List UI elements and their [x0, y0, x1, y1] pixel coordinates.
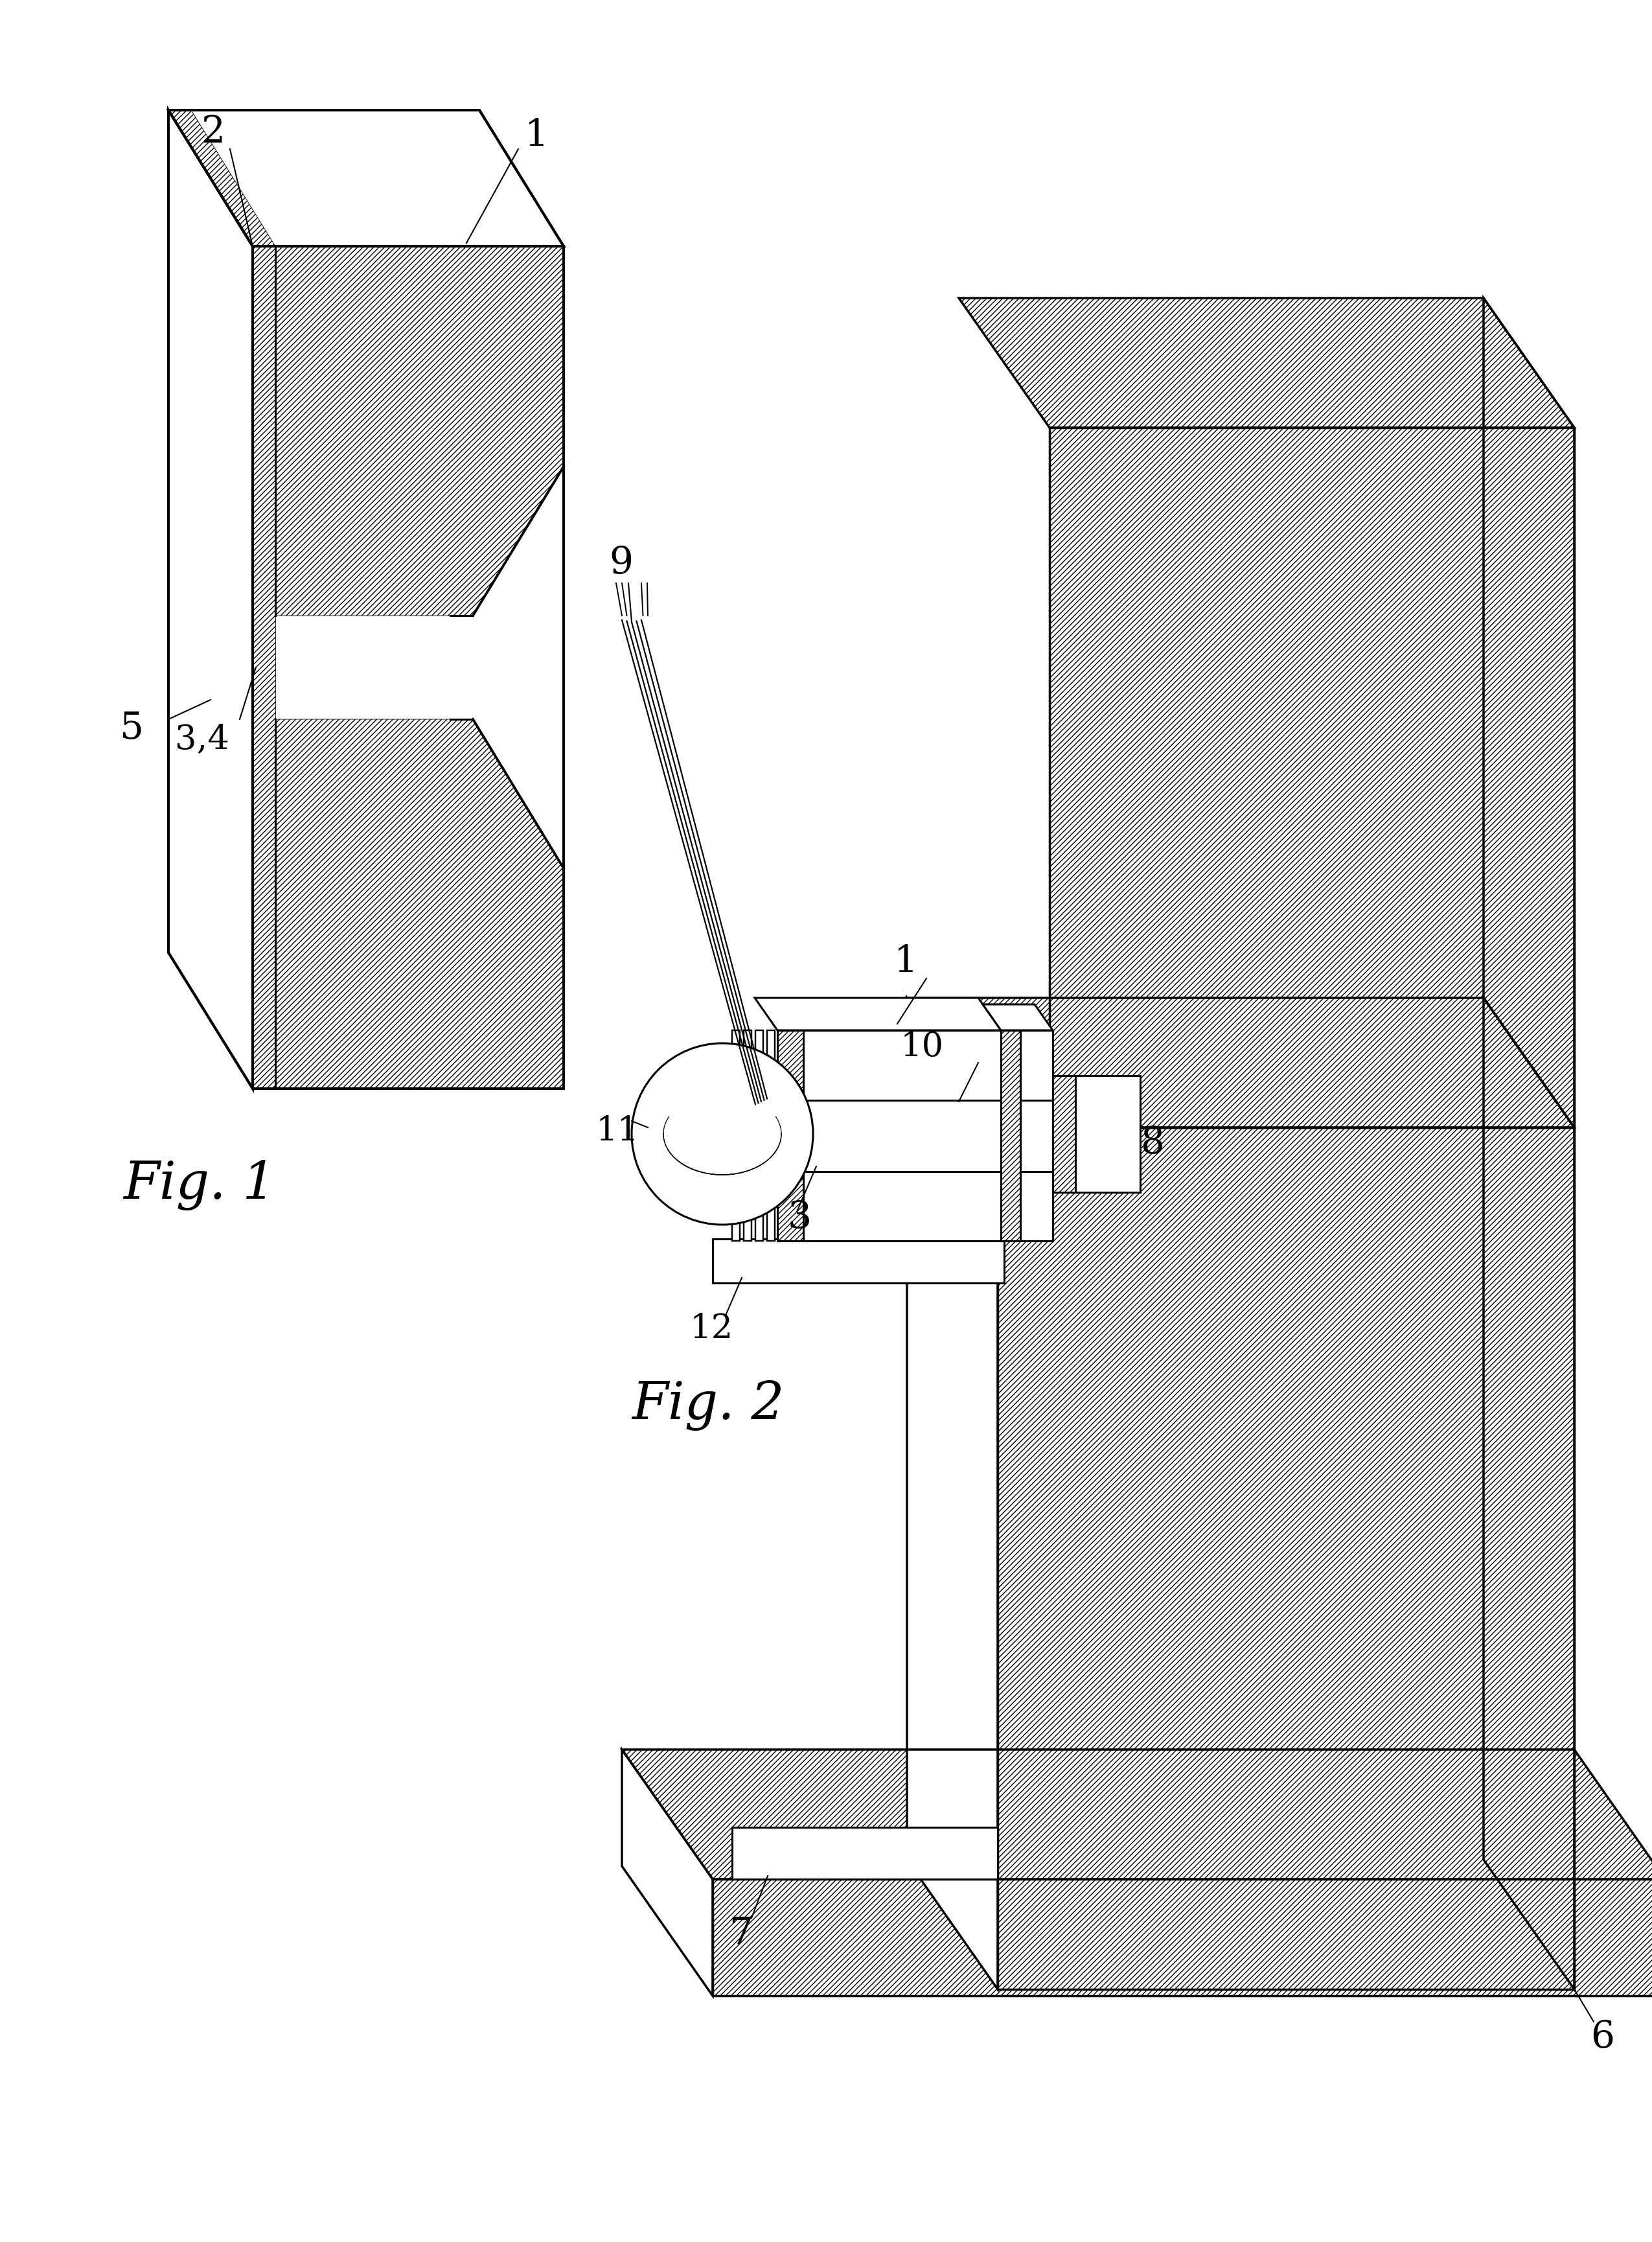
Polygon shape	[253, 247, 276, 1090]
Text: 1: 1	[894, 944, 919, 980]
Polygon shape	[767, 1031, 775, 1240]
Polygon shape	[743, 1031, 752, 1240]
Polygon shape	[755, 998, 1001, 1031]
Polygon shape	[253, 720, 563, 1090]
Circle shape	[631, 1043, 813, 1224]
Polygon shape	[1049, 428, 1574, 1128]
Polygon shape	[958, 298, 1574, 428]
Text: 6: 6	[1591, 2020, 1614, 2056]
Polygon shape	[1483, 998, 1574, 1989]
Text: 7: 7	[729, 1915, 753, 1953]
Polygon shape	[778, 1031, 803, 1240]
Text: 11: 11	[596, 1114, 639, 1148]
Polygon shape	[907, 998, 1574, 1128]
Polygon shape	[755, 1031, 763, 1240]
Text: Fig. 2: Fig. 2	[631, 1381, 785, 1430]
Text: 3,4: 3,4	[175, 722, 230, 756]
Polygon shape	[1483, 298, 1574, 1128]
Polygon shape	[169, 110, 563, 247]
Polygon shape	[1001, 1031, 1021, 1240]
Text: 8: 8	[1140, 1125, 1165, 1161]
Polygon shape	[253, 247, 563, 617]
Polygon shape	[712, 1879, 1652, 1995]
Text: 5: 5	[121, 711, 144, 747]
Text: 3: 3	[786, 1199, 811, 1235]
Polygon shape	[998, 1128, 1574, 1989]
Text: 10: 10	[900, 1031, 943, 1063]
Text: Fig. 1: Fig. 1	[124, 1159, 276, 1211]
Polygon shape	[778, 1031, 1001, 1240]
Text: 1: 1	[525, 117, 548, 152]
Polygon shape	[1052, 1076, 1075, 1193]
Text: 9: 9	[610, 545, 633, 581]
Polygon shape	[253, 247, 563, 1090]
Polygon shape	[169, 110, 276, 247]
Text: 2: 2	[202, 114, 225, 150]
Polygon shape	[621, 1749, 712, 1995]
Polygon shape	[1052, 1076, 1140, 1193]
Polygon shape	[907, 998, 998, 1989]
Polygon shape	[732, 1827, 998, 1879]
Polygon shape	[732, 1031, 740, 1240]
Polygon shape	[712, 1240, 1004, 1282]
Polygon shape	[1001, 1031, 1052, 1240]
Text: 12: 12	[691, 1312, 733, 1345]
Polygon shape	[621, 1749, 1652, 1879]
Polygon shape	[983, 1004, 1052, 1031]
Polygon shape	[169, 110, 253, 1090]
